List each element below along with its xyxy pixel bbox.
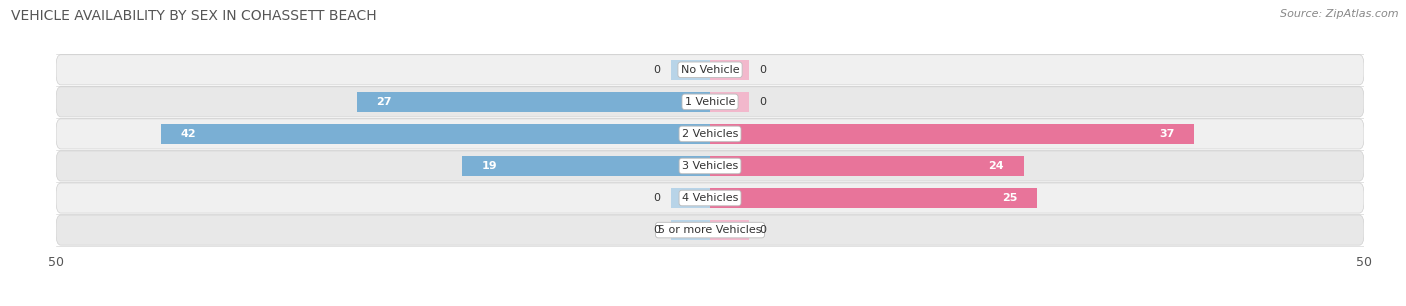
Text: 0: 0 [654, 193, 661, 203]
Text: 3 Vehicles: 3 Vehicles [682, 161, 738, 171]
Text: 0: 0 [759, 65, 766, 75]
Text: 27: 27 [377, 97, 392, 107]
Bar [671, 60, 710, 80]
Text: Source: ZipAtlas.com: Source: ZipAtlas.com [1281, 9, 1399, 19]
Bar [671, 220, 710, 240]
Text: 0: 0 [654, 225, 661, 235]
Text: 2 Vehicles: 2 Vehicles [682, 129, 738, 139]
Text: 0: 0 [759, 97, 766, 107]
FancyBboxPatch shape [56, 183, 1364, 213]
Text: No Vehicle: No Vehicle [681, 65, 740, 75]
Text: 42: 42 [180, 129, 195, 139]
Text: 19: 19 [481, 161, 496, 171]
Text: 5 or more Vehicles: 5 or more Vehicles [658, 225, 762, 235]
Text: 37: 37 [1159, 129, 1174, 139]
Text: 25: 25 [1002, 193, 1018, 203]
Bar [710, 124, 1194, 144]
Bar [710, 92, 749, 112]
Text: 0: 0 [654, 65, 661, 75]
FancyBboxPatch shape [56, 119, 1364, 149]
Bar [357, 92, 710, 112]
FancyBboxPatch shape [56, 87, 1364, 117]
Text: 24: 24 [988, 161, 1004, 171]
Bar [671, 188, 710, 208]
FancyBboxPatch shape [56, 215, 1364, 245]
Text: 4 Vehicles: 4 Vehicles [682, 193, 738, 203]
Bar [710, 220, 749, 240]
Bar [710, 156, 1024, 176]
FancyBboxPatch shape [56, 55, 1364, 85]
Bar [710, 188, 1038, 208]
Text: VEHICLE AVAILABILITY BY SEX IN COHASSETT BEACH: VEHICLE AVAILABILITY BY SEX IN COHASSETT… [11, 9, 377, 23]
Bar [710, 60, 749, 80]
Bar [461, 156, 710, 176]
FancyBboxPatch shape [56, 151, 1364, 181]
Bar [160, 124, 710, 144]
Text: 1 Vehicle: 1 Vehicle [685, 97, 735, 107]
Text: 0: 0 [759, 225, 766, 235]
